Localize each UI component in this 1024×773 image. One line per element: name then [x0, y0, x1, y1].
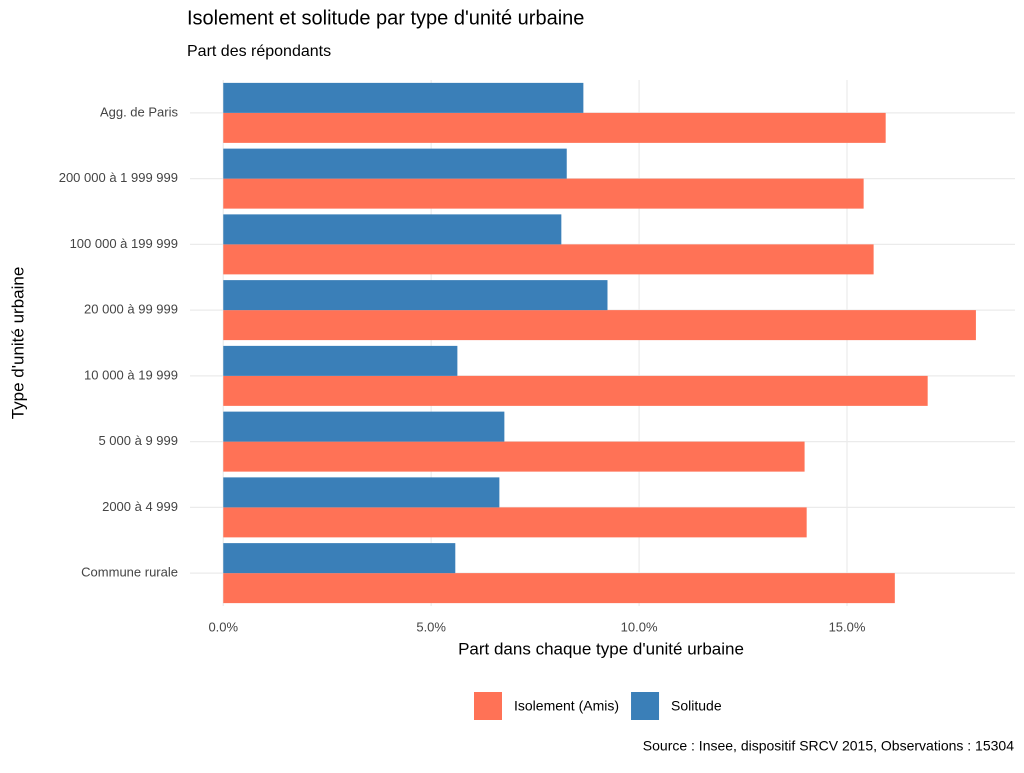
- bar: [223, 477, 500, 508]
- bar: [223, 507, 807, 538]
- y-tick-label: 200 000 à 1 999 999: [59, 170, 178, 185]
- bar: [223, 411, 505, 442]
- bar: [223, 148, 567, 179]
- x-tick-label: 15.0%: [829, 619, 866, 634]
- legend-swatch: [631, 692, 660, 720]
- bar: [223, 82, 584, 113]
- bar: [223, 244, 874, 275]
- y-axis-label: Type d'unité urbaine: [8, 267, 27, 420]
- x-axis-label: Part dans chaque type d'unité urbaine: [458, 639, 744, 658]
- bar: [223, 280, 608, 311]
- y-tick-label: 5 000 à 9 999: [98, 433, 178, 448]
- y-tick-label: Commune rurale: [81, 565, 178, 580]
- bar: [223, 214, 562, 245]
- y-tick-label: 10 000 à 19 999: [84, 367, 178, 382]
- bar: [223, 573, 895, 604]
- bar: [223, 375, 928, 406]
- bar: [223, 441, 805, 472]
- x-tick-label: 5.0%: [416, 619, 446, 634]
- caption: Source : Insee, dispositif SRCV 2015, Ob…: [643, 738, 1014, 754]
- legend-swatch: [474, 692, 502, 720]
- x-tick-label: 10.0%: [621, 619, 658, 634]
- bar: [223, 345, 458, 376]
- y-tick-label: Agg. de Paris: [100, 104, 179, 119]
- y-tick-label: 2000 à 4 999: [102, 499, 178, 514]
- legend-label: Isolement (Amis): [514, 698, 619, 714]
- y-tick-label: 20 000 à 99 999: [84, 302, 178, 317]
- bar: [223, 112, 886, 143]
- x-tick-label: 0.0%: [208, 619, 238, 634]
- y-tick-label: 100 000 à 199 999: [70, 236, 178, 251]
- legend-label: Solitude: [671, 698, 722, 714]
- chart-subtitle: Part des répondants: [187, 43, 331, 60]
- chart-title: Isolement et solitude par type d'unité u…: [187, 7, 584, 29]
- bar: [223, 543, 456, 574]
- bar: [223, 178, 864, 209]
- bar: [223, 310, 976, 341]
